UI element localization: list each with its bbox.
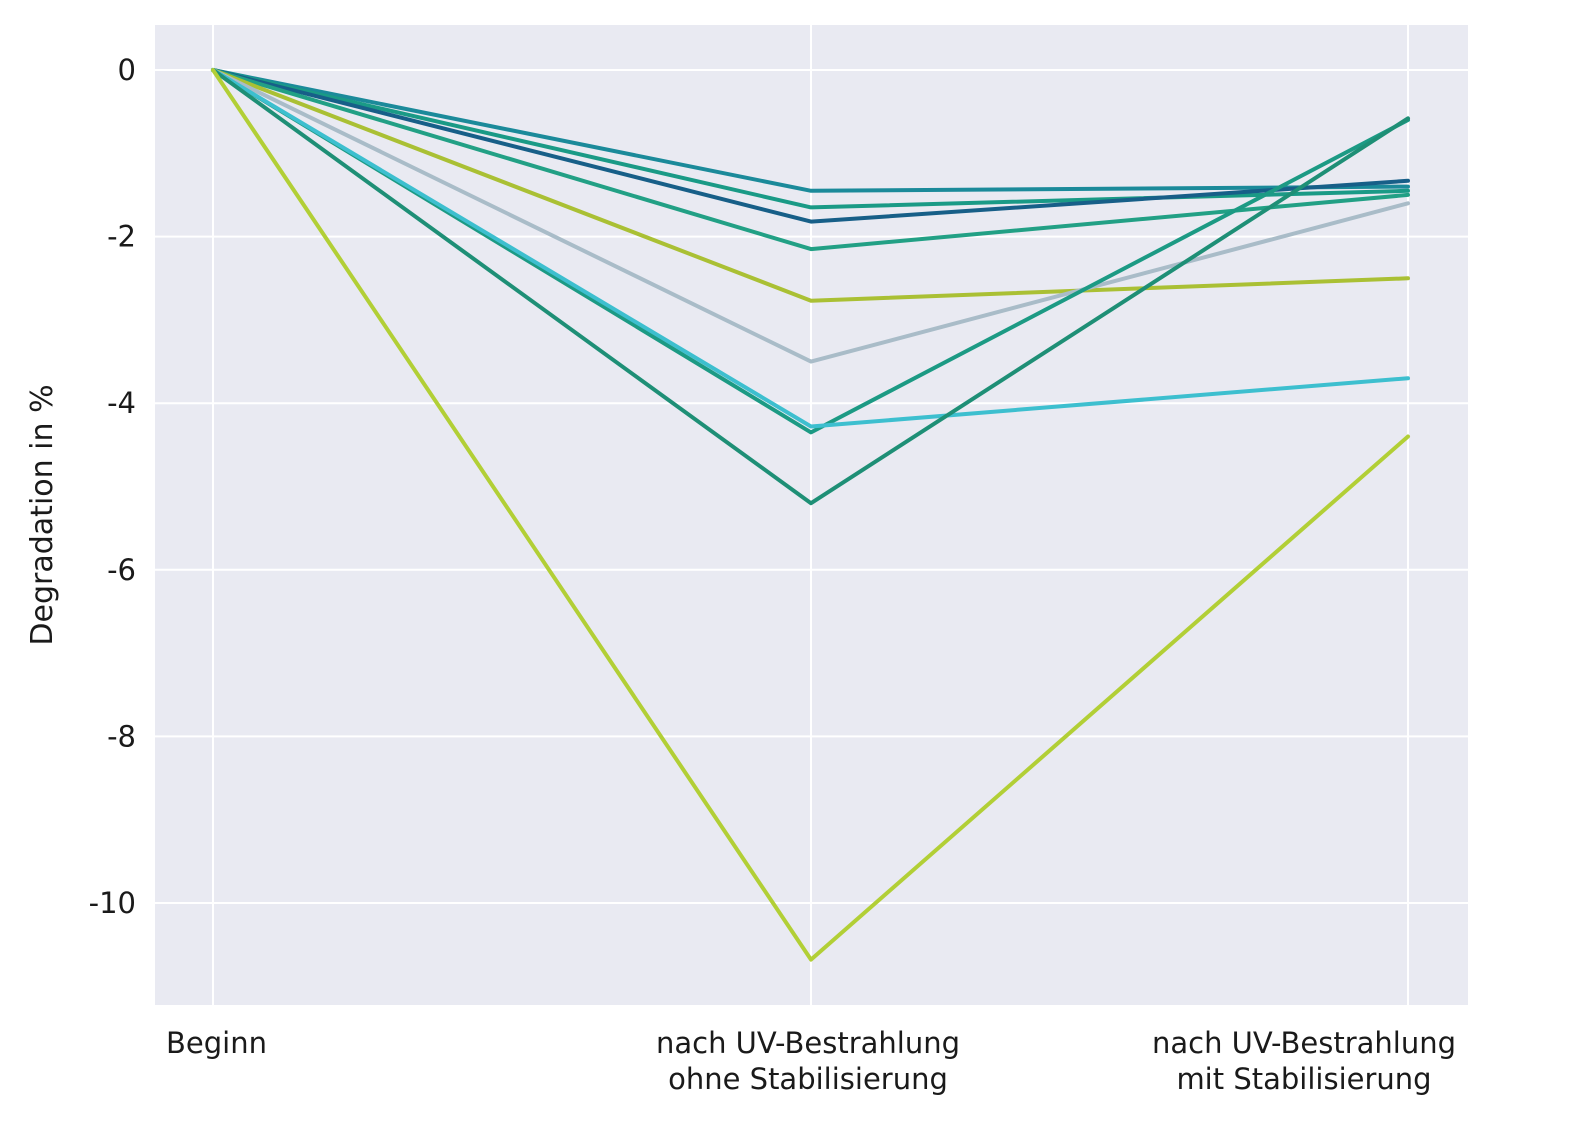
- series-line-10: [211, 68, 1410, 962]
- y-tick-label: -2: [107, 220, 136, 254]
- x-tick-label: mit Stabilisierung: [1176, 1062, 1431, 1096]
- series-line-4: [211, 68, 1410, 252]
- x-tick-label: ohne Stabilisierung: [668, 1062, 948, 1096]
- y-tick-label: -10: [89, 886, 136, 920]
- series-line-8: [211, 68, 1410, 429]
- series-line-3: [211, 68, 1410, 224]
- x-tick-label: nach UV-Bestrahlung: [656, 1026, 960, 1060]
- y-tick-label: -6: [107, 553, 136, 587]
- series-line-1: [211, 68, 1410, 193]
- series-line-9: [211, 68, 1410, 506]
- y-tick-label: 0: [118, 53, 136, 87]
- x-tick-label: nach UV-Bestrahlung: [1152, 1026, 1456, 1060]
- series-line-6: [211, 68, 1410, 364]
- y-tick-label: -8: [107, 719, 136, 753]
- series-line-5: [211, 68, 1410, 303]
- y-tick-label: -4: [107, 386, 136, 420]
- x-tick-label: Beginn: [166, 1026, 267, 1060]
- y-tick-labels: 0 -2 -4 -6 -8 -10: [89, 53, 136, 920]
- series-lines: [211, 68, 1410, 962]
- y-axis-label: Degradation in %: [25, 384, 60, 645]
